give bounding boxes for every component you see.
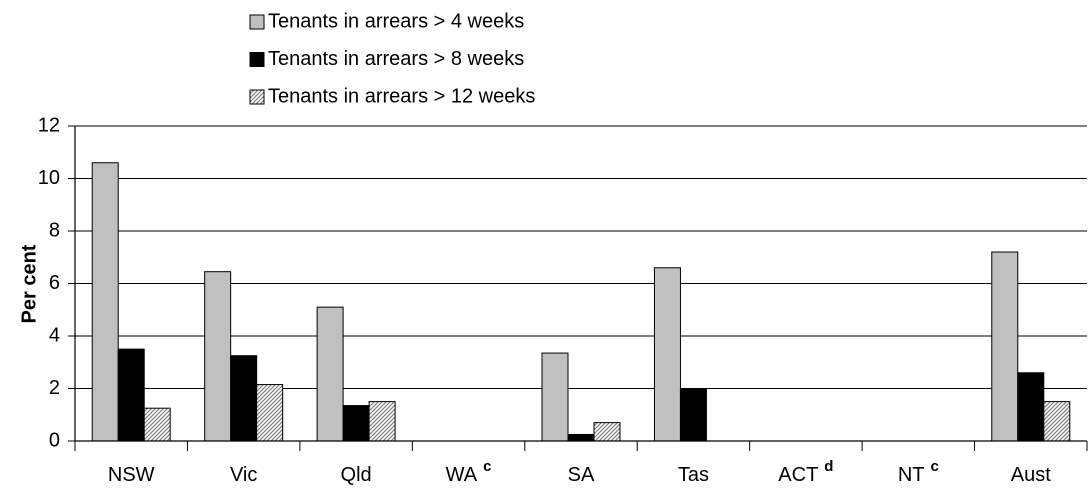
category-superscript: c	[930, 458, 938, 475]
legend-swatch	[249, 52, 265, 67]
bar	[1017, 372, 1045, 442]
legend-label: Tenants in arrears > 8 weeks	[268, 48, 524, 70]
category-name: NSW	[108, 464, 155, 486]
y-tick-label: 10	[38, 167, 60, 189]
category-superscript: d	[824, 458, 833, 475]
x-tick-label: Vic	[230, 464, 257, 486]
y-tick-label: 0	[49, 429, 60, 451]
x-tick-label: Qld	[341, 464, 372, 486]
category-name: Aust	[1011, 464, 1051, 486]
bar	[1043, 401, 1071, 442]
bar	[143, 407, 171, 442]
category-name: ACT	[778, 464, 818, 486]
bar	[567, 433, 595, 442]
category-name: Vic	[230, 464, 257, 486]
y-tick-label: 12	[38, 114, 60, 136]
category-name: Qld	[341, 464, 372, 486]
x-tick-label: NT c	[898, 458, 939, 486]
bar	[204, 271, 232, 442]
y-tick-label: 2	[49, 377, 60, 399]
y-tick-label: 8	[49, 219, 60, 241]
bar	[256, 384, 284, 442]
category-name: SA	[568, 464, 595, 486]
y-tick-label: 4	[49, 324, 60, 346]
bar	[653, 267, 681, 442]
x-tick-label: SA	[568, 464, 595, 486]
x-tick-label: ACT d	[778, 458, 833, 486]
legend-label: Tenants in arrears > 12 weeks	[268, 85, 535, 107]
bar	[342, 405, 370, 442]
bar	[541, 352, 569, 442]
y-tick-label: 6	[49, 272, 60, 294]
y-axis-label: Per cent	[18, 244, 40, 323]
bar	[117, 348, 145, 442]
category-name: WA	[446, 464, 478, 486]
bar	[593, 422, 621, 442]
x-tick-label: NSW	[108, 464, 155, 486]
x-tick-label: WA c	[446, 458, 492, 486]
category-name: NT	[898, 464, 925, 486]
bar	[316, 306, 344, 442]
x-tick-label: Tas	[678, 464, 709, 486]
category-name: Tas	[678, 464, 709, 486]
legend-swatch	[249, 14, 265, 30]
x-tick-label: Aust	[1011, 464, 1051, 486]
bar	[91, 162, 119, 442]
category-superscript: c	[483, 458, 491, 475]
bar	[679, 388, 707, 442]
legend-swatch	[249, 89, 265, 105]
bar	[368, 401, 396, 442]
legend-label: Tenants in arrears > 4 weeks	[268, 10, 524, 32]
bar	[991, 251, 1019, 442]
bar	[230, 355, 258, 442]
